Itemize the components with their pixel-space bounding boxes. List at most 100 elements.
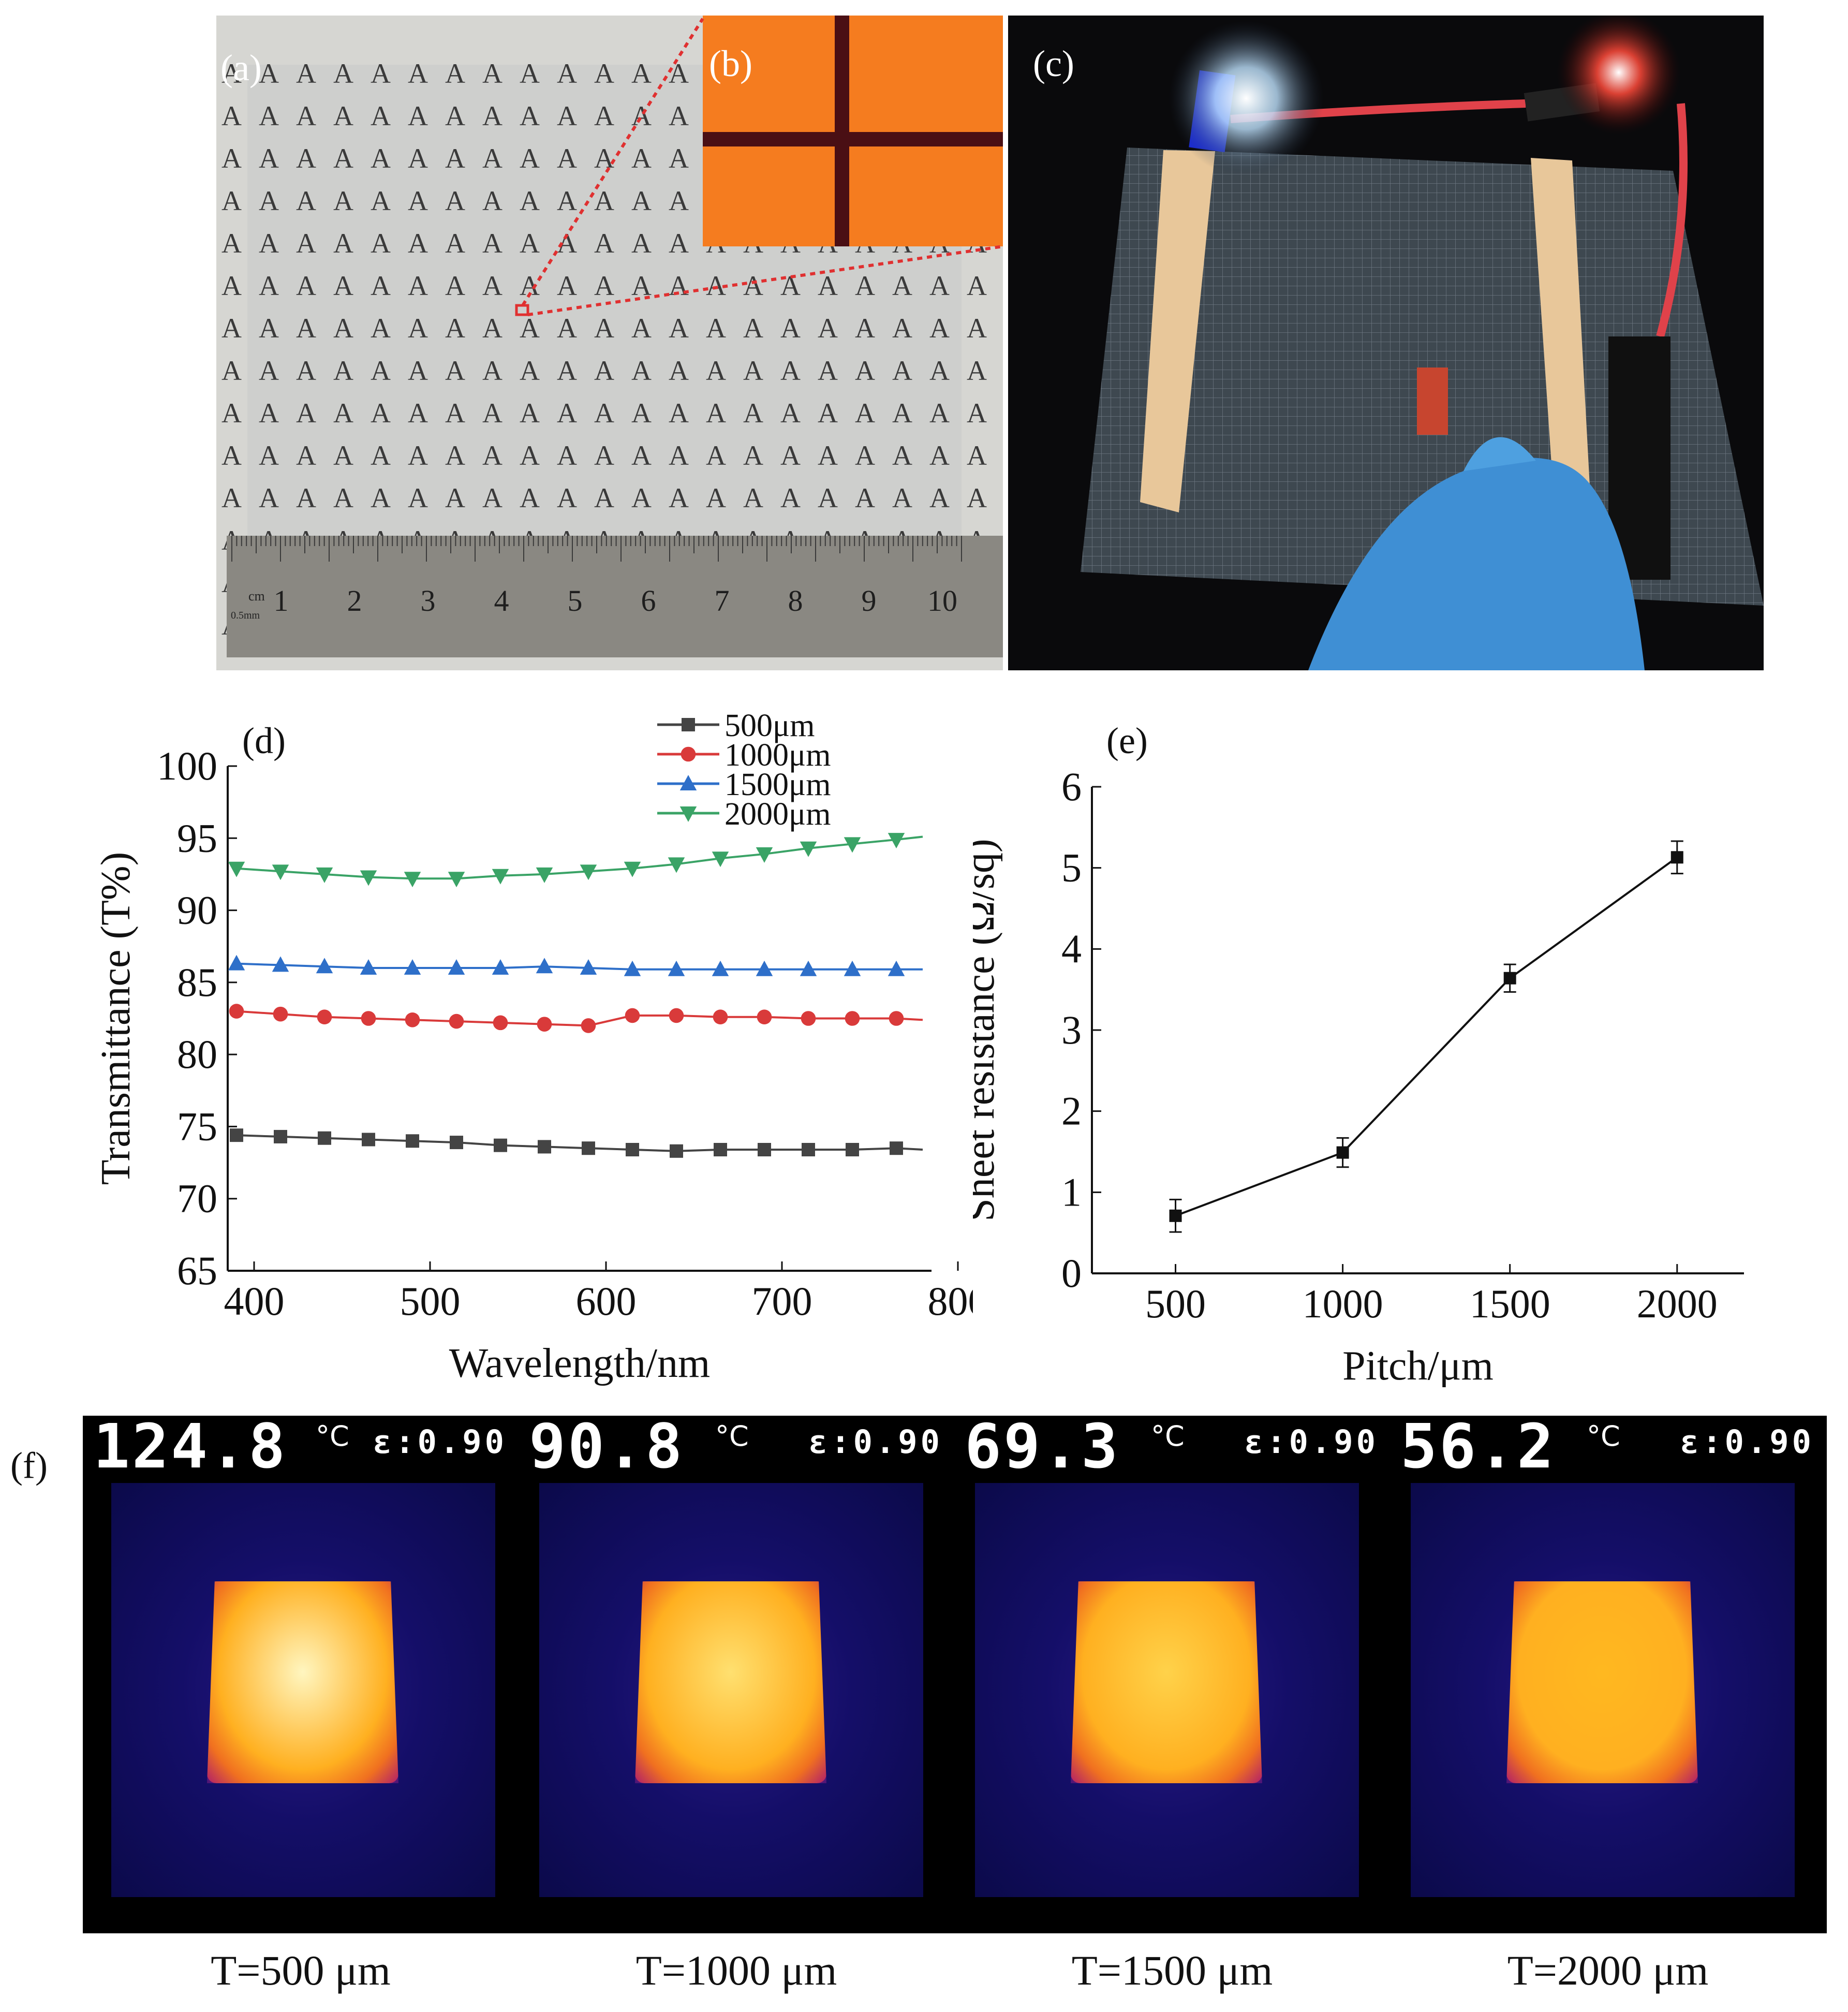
data-point xyxy=(493,1015,508,1031)
sheet-letter: A xyxy=(743,270,763,301)
data-point xyxy=(713,1009,728,1025)
y-tick-label: 4 xyxy=(1061,926,1082,971)
ruler-number: 8 xyxy=(788,584,803,618)
sheet-letter: A xyxy=(296,355,316,386)
ruler xyxy=(227,536,1003,657)
series-line xyxy=(236,835,923,880)
sheet-letter: A xyxy=(520,482,540,513)
panel-b-zoom: (b) xyxy=(703,16,1003,246)
sheet-letter: A xyxy=(221,143,242,174)
sheet-letter: A xyxy=(371,143,391,174)
data-point xyxy=(360,870,377,886)
data-point xyxy=(670,1144,683,1158)
data-point xyxy=(448,872,465,888)
heated-region xyxy=(1506,1581,1698,1783)
sheet-letter: A xyxy=(333,482,353,513)
x-tick-label: 600 xyxy=(576,1279,637,1324)
data-point xyxy=(230,1128,243,1142)
thermal-caption: T=500 μm xyxy=(211,1947,391,1994)
sheet-letter: A xyxy=(631,228,652,259)
sheet-resistance-chart: 500 1000 1500 2000 0 1 2 3 4 5 6 Pitch/μm Sheet resi… xyxy=(973,764,1744,1387)
data-point xyxy=(316,958,333,974)
data-point xyxy=(844,837,861,853)
sheet-letter: A xyxy=(557,100,577,131)
panel-a-label: (a) xyxy=(220,47,262,89)
sheet-letter: A xyxy=(296,482,316,513)
sheet-letter: A xyxy=(296,440,316,471)
sheet-letter: A xyxy=(259,355,279,386)
sheet-letter: A xyxy=(594,440,614,471)
legend-label: 500μm xyxy=(725,708,815,743)
ruler-subunit: 0.5mm xyxy=(231,610,260,621)
sheet-letter: A xyxy=(520,58,540,89)
panel-c-photo: (c) xyxy=(1008,16,1764,670)
sheet-letter: A xyxy=(818,313,838,344)
thermal-caption: T=1000 μm xyxy=(635,1947,837,1994)
sheet-letter: A xyxy=(445,270,465,301)
data-point xyxy=(404,872,421,888)
sheet-letter: A xyxy=(296,143,316,174)
sheet-letter: A xyxy=(482,440,502,471)
panel-c-label: (c) xyxy=(1033,43,1074,84)
data-point xyxy=(494,1138,507,1152)
y-tick-label: 80 xyxy=(177,1032,217,1077)
x-tick-label: 500 xyxy=(400,1279,461,1324)
ruler-number: 3 xyxy=(421,584,436,618)
sheet-letter: A xyxy=(445,355,465,386)
data-point xyxy=(800,841,817,857)
sheet-letter: A xyxy=(408,313,428,344)
legend-label: 1500μm xyxy=(725,767,831,802)
ruler-number: 4 xyxy=(494,584,509,618)
ruler-number: 6 xyxy=(641,584,656,618)
data-point xyxy=(228,954,245,971)
x-tick-label: 2000 xyxy=(1637,1281,1718,1326)
sheet-letter: A xyxy=(520,185,540,216)
legend-label: 1000μm xyxy=(725,738,831,773)
x-tick-label: 500 xyxy=(1145,1281,1206,1326)
sheet-letter: A xyxy=(967,440,987,471)
y-tick-label: 75 xyxy=(177,1104,217,1149)
sheet-letter: A xyxy=(780,355,801,386)
y-tick-label: 5 xyxy=(1061,845,1082,890)
sheet-letter: A xyxy=(259,228,279,259)
data-point xyxy=(626,1143,639,1156)
zoom-callout-lines xyxy=(515,18,1003,316)
data-point xyxy=(668,960,685,976)
data-point xyxy=(1503,972,1516,985)
sheet-letter: A xyxy=(445,482,465,513)
sheet-letter: A xyxy=(520,440,540,471)
sheet-letter: A xyxy=(669,143,689,174)
data-point xyxy=(316,867,333,883)
sheet-letter: A xyxy=(780,313,801,344)
data-point xyxy=(758,1143,771,1156)
sheet-letter: A xyxy=(333,143,353,174)
sheet-letter: A xyxy=(482,58,502,89)
data-point xyxy=(756,847,773,863)
thermal-caption: T=1500 μm xyxy=(1071,1947,1273,1994)
sheet-letter: A xyxy=(669,58,689,89)
x-tick-label: 400 xyxy=(224,1279,285,1324)
data-point xyxy=(1169,1209,1182,1222)
sheet-letter: A xyxy=(445,185,465,216)
sheet-letter: A xyxy=(333,440,353,471)
sheet-letter: A xyxy=(333,313,353,344)
y-axis-label: Transmittance (T%) xyxy=(93,852,139,1185)
sheet-letter: A xyxy=(594,185,614,216)
sheet-letter: A xyxy=(892,270,912,301)
x-tick-label: 700 xyxy=(752,1279,812,1324)
sheet-letter: A xyxy=(520,398,540,429)
sheet-letter: A xyxy=(371,58,391,89)
data-point xyxy=(681,746,696,762)
sheet-letter: A xyxy=(967,270,987,301)
sheet-letter: A xyxy=(557,270,577,301)
sheet-letter: A xyxy=(482,100,502,131)
data-point xyxy=(229,1004,244,1019)
data-point xyxy=(536,958,553,974)
thermal-image: 90.8 °C ε:0.90 xyxy=(519,1416,954,1933)
thermal-readout: 90.8 °C ε:0.90 xyxy=(519,1416,954,1477)
sheet-letter: A xyxy=(296,185,316,216)
data-point xyxy=(624,960,641,976)
x-tick-label: 800 xyxy=(928,1279,973,1324)
sheet-letter: A xyxy=(855,482,875,513)
sheet-letter: A xyxy=(333,228,353,259)
